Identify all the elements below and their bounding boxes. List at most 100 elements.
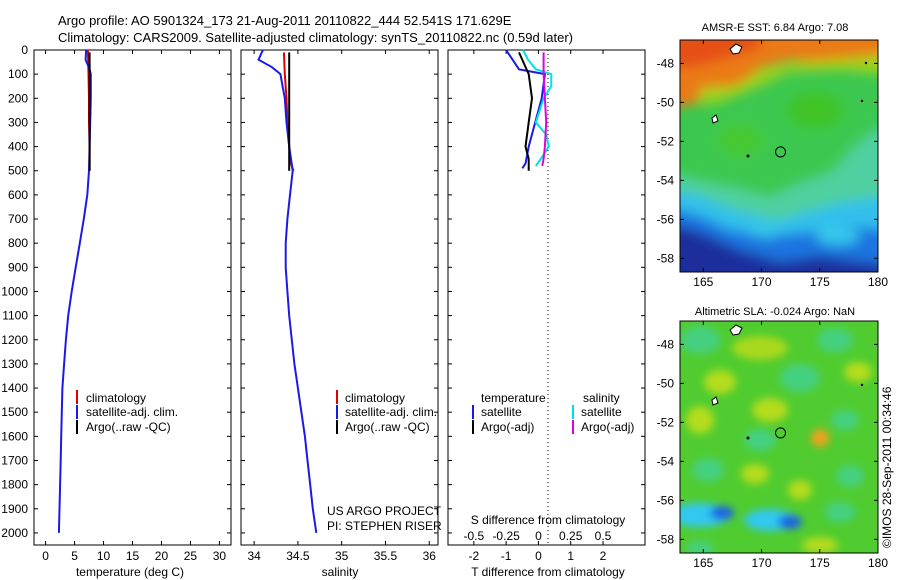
temperature-legend-climatology: climatology — [86, 391, 146, 405]
x-tick-label: 34.5 — [286, 549, 310, 563]
legend-header-salinity: salinity — [583, 391, 620, 405]
lat-tick-label: -56 — [657, 493, 675, 507]
island-dot — [860, 99, 864, 103]
depth-tick-label: 800 — [8, 236, 28, 250]
project-name: US ARGO PROJECT — [327, 504, 442, 518]
t-tick-label: 2 — [600, 549, 607, 563]
lon-tick-label: 180 — [868, 556, 888, 570]
difference-panel: -2 -1 0 1 2 -0.5 -0.25 0 0.25 0.5 S difference fr… — [447, 49, 646, 579]
x-tick-label: 15 — [126, 549, 140, 563]
salinity-legend-argo: Argo(..raw -QC) — [345, 420, 430, 434]
temperature-x-axis: 0 5 10 15 20 25 30 — [42, 50, 226, 563]
depth-tick-label: 600 — [8, 188, 28, 202]
t-tick-label: -2 — [469, 549, 480, 563]
depth-tick-label: 400 — [8, 140, 28, 154]
x-tick-label: 5 — [71, 549, 78, 563]
legend-header-temperature: temperature — [481, 391, 546, 405]
t-tick-label: 1 — [567, 549, 574, 563]
x-tick-label: 10 — [97, 549, 111, 563]
sla-map-panel: Altimetric SLA: -0.024 Argo: NaN — [657, 306, 889, 570]
lat-tick-label: -48 — [657, 337, 675, 351]
float-position-marker — [775, 427, 787, 439]
temperature-xlabel: temperature (deg C) — [76, 565, 184, 579]
x-tick-label: 25 — [184, 549, 198, 563]
depth-tick-label: 1000 — [1, 284, 28, 298]
lon-tick-label: 175 — [810, 275, 830, 289]
island-outline — [729, 43, 743, 55]
sla-field — [680, 326, 872, 553]
sla-float-marker-group — [775, 427, 787, 439]
difference-legend: temperature salinity satellite Argo(-adj… — [472, 391, 634, 434]
temperature-legend-argo: Argo(..raw -QC) — [86, 420, 171, 434]
figure-title-line2: Climatology: CARS2009. Satellite-adjuste… — [58, 30, 573, 45]
depth-tick-label: 1100 — [2, 309, 28, 323]
legend-sal-argo: Argo(-adj) — [581, 420, 634, 434]
depth-tick-label: 1400 — [1, 381, 28, 395]
float-position-marker — [775, 146, 787, 158]
x-tick-label: 35.5 — [374, 549, 398, 563]
island-outline — [711, 396, 719, 406]
salinity-xlabel: salinity — [322, 565, 359, 579]
s-tick-label: 0 — [535, 529, 542, 543]
depth-tick-label: 0 — [21, 43, 28, 57]
imos-credit: ©IMOS 28-Sep-2011 00:34:46 — [880, 386, 894, 548]
x-tick-label: 30 — [213, 549, 227, 563]
sla-map-frame — [679, 320, 879, 554]
sla-map-axes: 165 170 175 180 -48 -50 -52 -54 -56 -58 — [657, 321, 888, 570]
temperature-legend: climatology satellite-adj. clim. Argo(..… — [76, 390, 178, 434]
legend-temp-argo: Argo(-adj) — [481, 420, 534, 434]
lat-tick-label: -54 — [657, 454, 675, 468]
s-tick-label: 0.25 — [559, 529, 583, 543]
principal-investigator: PI: STEPHEN RISER — [327, 519, 442, 533]
series-line-satellite-adj-clim- — [57, 49, 92, 533]
sst-field — [680, 40, 878, 272]
lon-tick-label: 175 — [810, 556, 830, 570]
depth-axis: 0 100 200 300 400 500 600 700 800 900 1000 1100 1200… — [1, 43, 231, 540]
x-tick-label: 35 — [335, 549, 349, 563]
x-tick-label: 34 — [247, 549, 261, 563]
difference-x-axis: -2 -1 0 1 2 -0.5 -0.25 0 0.25 0.5 — [463, 50, 612, 563]
sla-map-title: Altimetric SLA: -0.024 Argo: NaN — [695, 306, 855, 318]
s-tick-label: 0.5 — [595, 529, 612, 543]
t-tick-label: 0 — [535, 549, 542, 563]
legend-temp-satellite: satellite — [481, 405, 522, 419]
island-outline — [729, 324, 743, 336]
series-line-satellite-adj-clim- — [257, 49, 318, 534]
depth-tick-label: 300 — [8, 115, 28, 129]
sst-map-title: AMSR-E SST: 6.84 Argo: 7.08 — [702, 22, 849, 34]
temperature-axes-box — [33, 49, 232, 546]
lat-tick-label: -52 — [657, 415, 675, 429]
t-tick-label: -1 — [501, 549, 512, 563]
salinity-legend-satellite: satellite-adj. clim. — [345, 405, 437, 419]
salinity-difference-label: S difference from climatology — [471, 513, 626, 527]
lat-tick-label: -54 — [657, 173, 675, 187]
salinity-x-axis: 34 34.5 35 35.5 36 — [247, 50, 436, 563]
temperature-legend-satellite: satellite-adj. clim. — [86, 405, 178, 419]
depth-tick-label: 700 — [8, 212, 28, 226]
lon-tick-label: 170 — [752, 556, 772, 570]
figure-title-line1: Argo profile: AO 5901324_173 21-Aug-2011… — [58, 13, 512, 28]
salinity-depth-ticks — [241, 49, 438, 534]
sst-float-marker-group — [775, 146, 787, 158]
depth-tick-label: 1600 — [1, 429, 28, 443]
sst-map-frame — [679, 39, 879, 273]
island-dot — [746, 436, 750, 440]
lon-tick-label: 165 — [693, 275, 713, 289]
difference-series — [505, 49, 553, 171]
depth-tick-label: 1700 — [1, 453, 28, 467]
island-dot — [746, 154, 750, 158]
salinity-series — [257, 49, 318, 534]
s-tick-label: -0.25 — [492, 529, 520, 543]
depth-tick-label: 1300 — [1, 357, 28, 371]
s-tick-label: -0.5 — [463, 529, 484, 543]
depth-tick-label: 900 — [8, 260, 28, 274]
series-line-temperature-satellite — [505, 49, 547, 169]
island-dot — [864, 61, 868, 65]
sst-map-axes: 165 170 175 180 -48 -50 -52 -54 -56 -58 — [657, 40, 888, 289]
temperature-difference-label: T difference from climatology — [471, 565, 625, 579]
difference-depth-ticks — [448, 49, 645, 534]
depth-tick-label: 200 — [8, 91, 28, 105]
temperature-series — [57, 49, 92, 533]
salinity-legend-climatology: climatology — [345, 391, 405, 405]
